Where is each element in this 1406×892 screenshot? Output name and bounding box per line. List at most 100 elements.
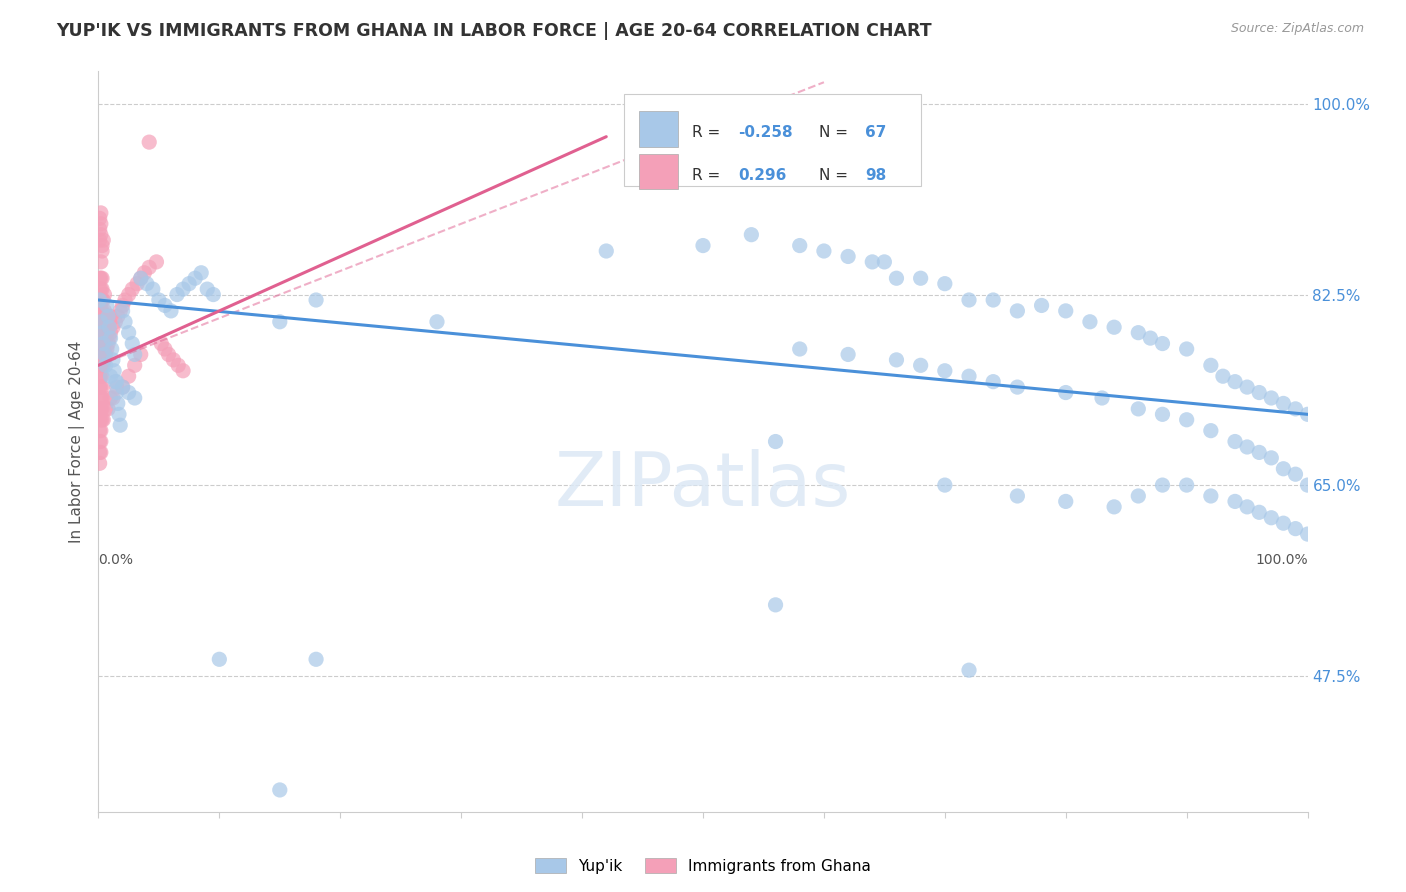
Point [91,336,114,351]
Point [91,413,114,427]
Point [1091,391,1114,405]
Bar [638,153,678,189]
Point [138,135,160,149]
Point [1054,304,1077,318]
Point [1272,396,1295,410]
Point [1128,401,1150,416]
Text: 67: 67 [865,125,886,140]
Point [89,271,111,285]
Point [98,320,121,334]
Point [90,206,112,220]
Point [89,391,111,405]
Point [740,227,762,242]
Point [91,271,114,285]
Point [934,364,956,378]
Point [91,293,114,307]
Point [90,326,112,340]
Point [595,244,617,258]
Point [1223,494,1246,508]
Point [1272,516,1295,531]
Text: N =: N = [820,125,853,140]
Point [1223,375,1246,389]
Point [89,326,111,340]
Point [1284,401,1306,416]
Point [1102,320,1125,334]
Point [981,375,1004,389]
Point [90,434,112,449]
Point [1054,494,1077,508]
Point [89,222,111,236]
Point [105,375,128,389]
Point [100,391,122,405]
Point [692,238,714,252]
Point [93,347,115,361]
Point [89,233,111,247]
Point [90,401,112,416]
Point [153,342,176,356]
Point [91,413,114,427]
Point [91,244,114,258]
Point [789,238,811,252]
Point [89,413,111,427]
Point [108,304,131,318]
Point [96,342,118,356]
Point [789,342,811,356]
Point [269,783,291,797]
Point [127,277,149,291]
Text: 98: 98 [865,168,886,183]
Point [129,271,152,285]
Point [89,369,111,384]
Point [124,391,146,405]
Point [89,445,111,459]
Point [886,271,908,285]
Point [94,331,117,345]
Point [91,304,114,318]
Point [142,282,165,296]
Point [184,271,207,285]
Point [837,347,859,361]
Point [910,359,932,373]
Point [1260,450,1282,465]
Point [765,598,787,612]
Point [89,336,111,351]
Point [91,342,114,356]
Point [108,407,131,421]
Point [1272,462,1295,476]
Point [118,369,141,384]
Point [100,369,122,384]
Point [1152,478,1174,492]
FancyBboxPatch shape [624,94,921,186]
Point [150,336,173,351]
Point [1236,500,1258,514]
Point [1078,315,1101,329]
Point [1007,380,1029,394]
Point [91,326,114,340]
Point [90,282,112,296]
Point [91,310,114,324]
Point [111,304,134,318]
Point [93,352,115,367]
Point [100,310,122,324]
Text: N =: N = [820,168,853,183]
Point [93,336,115,351]
Point [860,255,883,269]
Point [1199,489,1222,503]
Point [957,369,980,384]
Point [90,445,112,459]
Point [94,347,117,361]
Point [90,315,112,329]
Point [90,347,112,361]
Point [89,424,111,438]
Point [1128,489,1150,503]
Point [124,359,146,373]
Point [179,277,201,291]
Point [101,391,124,405]
Point [1175,413,1198,427]
Point [118,326,141,340]
Point [100,326,122,340]
Point [108,418,131,433]
Point [765,434,787,449]
Point [91,369,114,384]
Text: Source: ZipAtlas.com: Source: ZipAtlas.com [1230,22,1364,36]
Point [1175,478,1198,492]
